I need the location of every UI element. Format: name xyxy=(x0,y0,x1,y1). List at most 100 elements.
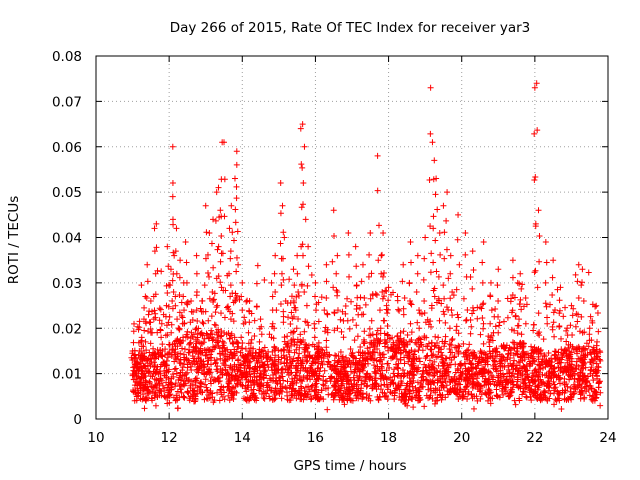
data-point xyxy=(530,349,537,356)
data-point xyxy=(446,325,453,332)
data-point xyxy=(210,264,217,271)
data-point xyxy=(318,294,325,301)
data-point xyxy=(375,222,382,229)
data-point xyxy=(221,314,228,321)
data-point xyxy=(239,345,246,352)
data-point xyxy=(426,371,433,378)
data-point xyxy=(347,363,354,370)
data-point xyxy=(544,314,551,321)
data-point xyxy=(526,382,533,389)
data-point xyxy=(171,252,178,259)
data-point xyxy=(246,368,253,375)
data-point xyxy=(135,373,142,380)
data-point xyxy=(199,319,206,326)
data-point xyxy=(263,372,270,379)
data-point xyxy=(519,371,526,378)
data-point xyxy=(296,344,303,351)
data-point xyxy=(191,361,198,368)
data-point xyxy=(347,390,354,397)
data-point xyxy=(269,320,276,327)
data-point xyxy=(586,325,593,332)
data-point xyxy=(541,351,548,358)
data-point xyxy=(178,313,185,320)
data-point xyxy=(193,270,200,277)
data-point xyxy=(152,355,159,362)
data-point xyxy=(147,363,154,370)
data-point xyxy=(389,353,396,360)
data-point xyxy=(257,353,264,360)
data-point xyxy=(151,307,158,314)
data-point xyxy=(143,295,150,301)
data-point xyxy=(339,353,346,360)
data-point xyxy=(301,352,308,359)
data-point xyxy=(327,378,334,385)
data-point xyxy=(181,307,188,314)
data-point xyxy=(230,384,237,391)
data-point xyxy=(410,377,417,384)
data-point xyxy=(575,311,582,318)
data-point xyxy=(578,313,585,320)
data-point xyxy=(417,336,424,343)
data-point xyxy=(386,364,393,371)
data-point xyxy=(594,309,601,316)
data-point xyxy=(218,284,225,291)
data-point xyxy=(578,348,585,355)
data-point xyxy=(495,329,502,336)
data-point xyxy=(394,372,401,379)
data-point xyxy=(297,331,304,338)
data-point xyxy=(152,291,159,298)
data-point xyxy=(251,317,258,324)
data-point xyxy=(462,370,469,377)
data-point xyxy=(242,345,249,352)
data-point xyxy=(226,308,233,315)
data-point xyxy=(353,282,360,289)
data-point xyxy=(292,372,299,379)
data-point xyxy=(295,288,302,295)
data-point xyxy=(379,288,386,295)
data-point xyxy=(367,295,374,302)
data-point xyxy=(243,298,250,305)
data-point xyxy=(537,391,544,398)
data-point xyxy=(402,348,409,355)
data-point xyxy=(334,325,341,332)
data-point xyxy=(294,357,301,364)
data-point xyxy=(211,321,218,328)
data-point xyxy=(584,378,591,385)
data-point xyxy=(262,350,269,357)
data-point xyxy=(334,288,341,295)
data-point xyxy=(183,300,190,307)
data-point xyxy=(361,380,368,387)
data-point xyxy=(428,388,435,395)
data-point xyxy=(243,370,250,377)
data-point xyxy=(442,319,449,326)
data-point xyxy=(149,373,156,380)
data-point xyxy=(574,278,581,285)
data-point xyxy=(257,373,264,380)
data-point xyxy=(180,394,187,401)
data-point xyxy=(193,347,200,354)
data-point xyxy=(339,308,346,315)
data-point xyxy=(447,349,454,356)
data-point xyxy=(220,352,227,359)
data-point xyxy=(293,325,300,332)
data-point xyxy=(458,361,465,368)
data-point xyxy=(540,379,547,386)
data-point xyxy=(469,248,476,255)
data-point xyxy=(295,315,302,322)
data-point xyxy=(281,234,288,241)
data-point xyxy=(231,376,238,383)
data-point xyxy=(198,329,205,336)
data-point xyxy=(401,360,408,367)
data-point xyxy=(271,389,278,396)
data-point xyxy=(517,385,524,392)
data-point xyxy=(391,373,398,380)
data-point xyxy=(226,397,233,404)
data-point xyxy=(308,271,315,278)
data-point xyxy=(455,350,462,357)
data-point xyxy=(165,263,172,270)
data-point xyxy=(213,189,220,196)
data-point xyxy=(274,367,281,374)
data-point xyxy=(177,257,184,264)
data-point xyxy=(518,306,525,313)
data-point xyxy=(315,299,322,306)
